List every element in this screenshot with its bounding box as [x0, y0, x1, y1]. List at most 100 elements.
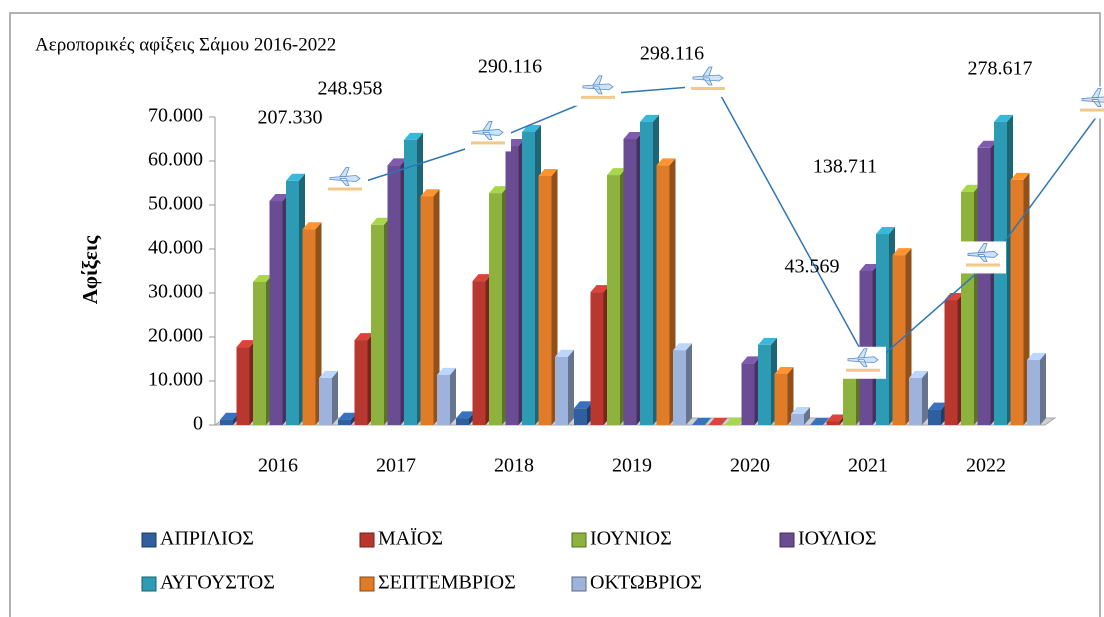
legend-swatch [571, 576, 587, 592]
bar [977, 140, 997, 426]
bar-face [236, 340, 256, 348]
legend-swatch [141, 576, 157, 592]
bar-face [774, 373, 788, 425]
bar [538, 168, 558, 425]
bar [302, 222, 322, 425]
legend-swatch [359, 576, 375, 592]
bar [708, 418, 728, 425]
bar [420, 189, 440, 425]
bar-face [640, 121, 653, 425]
bar-face [1027, 352, 1046, 360]
bar-face [590, 285, 610, 293]
bar-face [640, 114, 659, 122]
bar-face [1027, 359, 1040, 425]
plane-icon [582, 75, 614, 95]
legend-label: ΣΕΠΤΕΜΒΡΙΟΣ [378, 572, 516, 594]
bar-face [708, 418, 728, 425]
bar [876, 227, 895, 425]
bar-face [909, 377, 922, 425]
bar-face [489, 193, 502, 425]
bar [590, 285, 610, 425]
bar-face [437, 374, 450, 425]
bar-face [843, 365, 856, 425]
y-axis-title: Αφίξεις [78, 235, 102, 305]
total-label: 278.617 [968, 58, 1033, 80]
bar-face [741, 363, 755, 425]
plane-shadow [328, 187, 362, 191]
bar [892, 248, 912, 425]
bar-face [859, 264, 879, 271]
bar [354, 333, 374, 425]
bar-face [286, 173, 305, 181]
bar-face [371, 217, 390, 225]
legend-label: ΟΚΤΩΒΡΙΟΣ [590, 572, 702, 594]
bar-face [332, 370, 338, 425]
bar-face [574, 401, 593, 409]
bar-face [623, 139, 637, 425]
bar-face [319, 377, 332, 425]
bar [505, 139, 525, 426]
bar-face [774, 366, 794, 374]
plane-shadow [691, 87, 725, 90]
bar [437, 367, 456, 425]
bar-face [922, 370, 928, 425]
bar-face [404, 132, 423, 140]
bar-face [319, 370, 338, 378]
bar [741, 356, 761, 425]
bar-face [302, 229, 316, 425]
bar-face [673, 343, 692, 351]
bar-face [787, 366, 794, 425]
x-tick-label: 2020 [730, 455, 770, 477]
bar-face [826, 421, 840, 425]
total-label: 290.116 [478, 56, 542, 78]
bar [909, 370, 928, 425]
y-tick-label: 40.000 [148, 237, 203, 259]
bar-face [810, 418, 829, 425]
bar-face [656, 158, 676, 166]
bar-face [673, 350, 686, 425]
bar [725, 418, 744, 425]
legend-label: ΑΠΡΙΛΙΟΣ [160, 528, 254, 550]
bar [758, 337, 777, 425]
total-label: 207.330 [258, 107, 323, 129]
bar-face [590, 292, 604, 425]
bar-face [437, 367, 456, 375]
bar-face [977, 147, 991, 426]
bar [269, 194, 289, 425]
plane-shadow [581, 95, 615, 99]
plane-icon [329, 167, 361, 186]
legend-label: ΙΟΥΝΙΟΣ [590, 528, 672, 550]
bar-face [538, 175, 552, 425]
total-label: 298.116 [640, 43, 704, 65]
x-tick-label: 2018 [494, 455, 534, 477]
bar-face [758, 344, 771, 425]
bar-face [522, 131, 535, 425]
bar-face [876, 227, 895, 235]
bar-face [338, 412, 357, 420]
bar-face [692, 418, 711, 425]
legend-label: ΑΥΓΟΥΣΤΟΣ [160, 572, 275, 594]
bar-face [1040, 352, 1046, 425]
bar-face [892, 248, 912, 256]
bar-face [725, 418, 744, 425]
bar [489, 186, 508, 425]
bar [656, 158, 676, 425]
bar-face [977, 140, 997, 148]
x-tick-label: 2017 [376, 455, 416, 477]
bar [623, 132, 643, 425]
bar [607, 168, 626, 425]
bar-face [505, 146, 519, 426]
bar-face [538, 168, 558, 176]
bar-face [574, 408, 587, 425]
x-tick-label: 2019 [612, 455, 652, 477]
bar-face [472, 274, 492, 282]
bar [371, 217, 390, 425]
legend-swatch [359, 532, 375, 548]
bar-face [791, 414, 804, 425]
bar-face [804, 407, 810, 425]
y-tick-label: 10.000 [148, 369, 203, 391]
bar-face [354, 333, 374, 341]
bar [859, 264, 879, 425]
bar-face [269, 194, 289, 202]
